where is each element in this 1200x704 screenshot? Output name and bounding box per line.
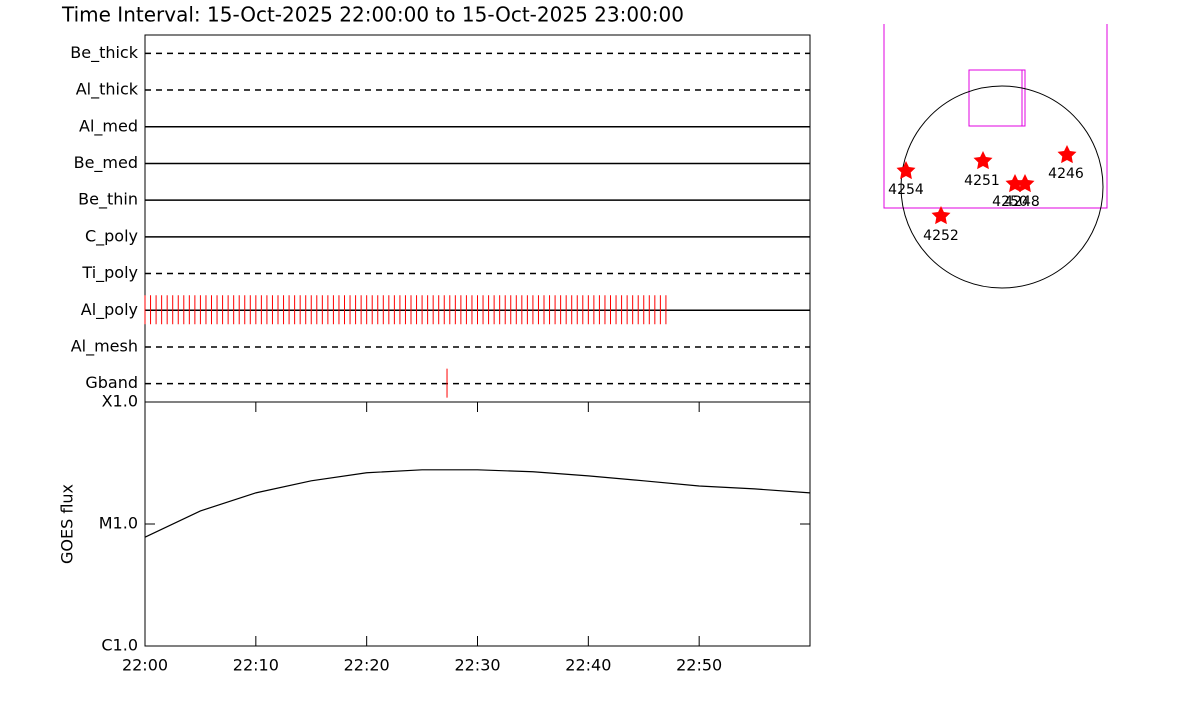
filter-label: Be_thick [70, 43, 138, 63]
sun-map: 4254 4251 4250 4248 4246 4252 [883, 24, 1108, 289]
x-tick-label: 22:50 [676, 656, 722, 675]
star [1057, 145, 1077, 164]
star [1005, 174, 1025, 193]
filter-label: Be_med [74, 153, 138, 173]
region-label: 4248 [1004, 194, 1040, 210]
solar-disk [900, 85, 1104, 289]
y-tick-label: M1.0 [99, 514, 138, 533]
y-tick-label: C1.0 [101, 636, 138, 655]
region-label: 4252 [923, 228, 959, 244]
x-tick-label: 22:10 [233, 656, 279, 675]
region-label: 4254 [888, 182, 924, 198]
x-tick-label: 22:00 [122, 656, 168, 675]
filter-label: Gband [85, 373, 138, 392]
chart-title: Time Interval: 15-Oct-2025 22:00:00 to 1… [61, 3, 684, 27]
region-label: 4251 [964, 173, 1000, 189]
filter-label: Al_thick [76, 80, 139, 100]
filter-label: Al_mesh [71, 336, 138, 356]
y-axis-label: GOES flux [58, 484, 77, 564]
region-stars [896, 145, 1077, 225]
star [1015, 174, 1035, 193]
star [896, 161, 916, 180]
fov-inner [968, 69, 1026, 127]
fov-inner [968, 69, 1023, 127]
filter-label: Al_poly [81, 300, 138, 320]
x-tick-label: 22:30 [454, 656, 500, 675]
panel-frame [144, 401, 811, 647]
filter-label: Ti_poly [81, 263, 138, 283]
filter-label: Be_thin [78, 190, 138, 210]
y-tick-label: X1.0 [102, 392, 138, 411]
star [973, 151, 993, 170]
region-label: 4250 [992, 194, 1028, 210]
star [931, 206, 951, 225]
region-label: 4246 [1048, 166, 1084, 182]
filter-label: Al_med [79, 116, 138, 136]
fov-box [883, 24, 1108, 209]
filter-label: C_poly [85, 226, 138, 246]
x-tick-label: 22:40 [565, 656, 611, 675]
goes-curve [144, 469, 811, 538]
x-tick-label: 22:20 [344, 656, 390, 675]
